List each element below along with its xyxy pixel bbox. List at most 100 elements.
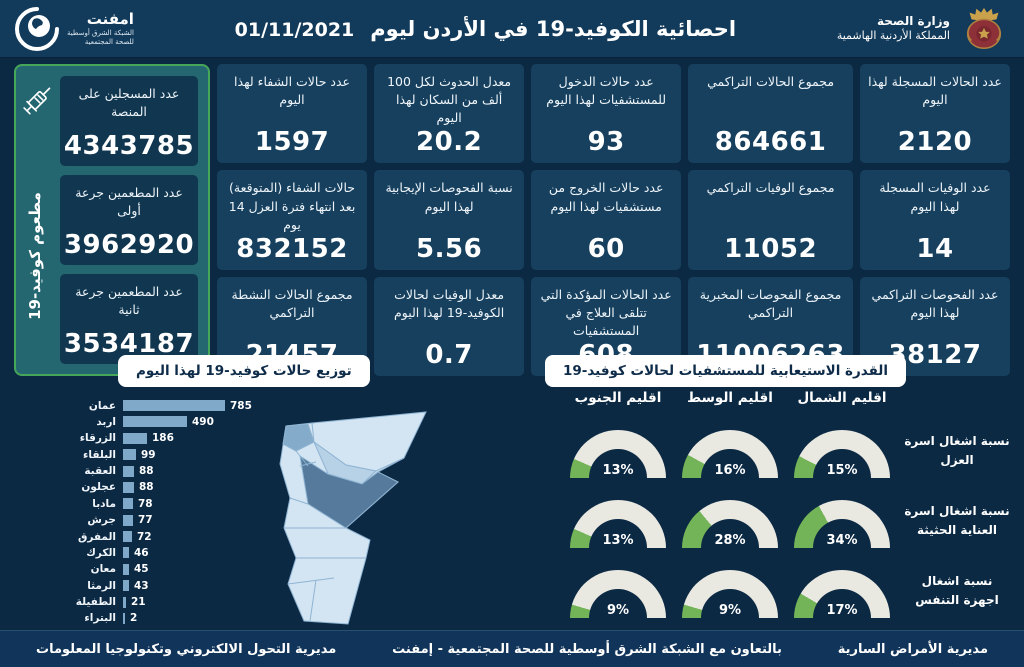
bar	[123, 514, 133, 526]
vaccine-side-label: مطعوم كوفيد-19	[26, 192, 44, 320]
region-header: اقليم الجنوب	[574, 390, 662, 406]
stat-card-label: مجموع الفحوصات المخبرية التراكمي	[699, 286, 842, 320]
bar	[123, 449, 136, 461]
bar-value: 46	[134, 546, 149, 559]
bar	[123, 465, 134, 477]
gauge-percent: 15%	[826, 463, 858, 478]
stat-card: معدل الحدوث لكل 100 ألف من السكان لهذا ا…	[374, 64, 525, 164]
gauge: 9%	[570, 570, 666, 618]
emphnet-globe-icon	[15, 6, 59, 51]
bar-row: معان 45	[56, 563, 266, 576]
gauge: 9%	[682, 570, 778, 618]
emphnet-line1: امفنت	[86, 9, 134, 28]
bar-value: 21	[131, 596, 146, 608]
bar-category-label: الكرك	[86, 546, 116, 559]
region-header: اقليم الوسط	[687, 390, 773, 406]
gauge: 34%	[794, 500, 890, 548]
stat-card-label: نسبة الفحوصات الإيجابية لهذا اليوم	[385, 180, 513, 214]
bar-category-label: معان	[90, 563, 116, 576]
stat-card-value: 60	[587, 233, 625, 264]
gauge-cell: 15%	[786, 416, 898, 486]
stat-card-label: عدد الوفيات المسجلة لهذا اليوم	[879, 180, 991, 214]
footer-center-label: بالتعاون مع الشبكة الشرق أوسطية للصحة ال…	[392, 641, 782, 657]
bar-row: العقبة 88	[56, 465, 266, 478]
emphnet-name: امفنت الشبكة الشرق أوسطية للصحة المجتمعي…	[67, 10, 134, 48]
bar-value: 186	[152, 432, 174, 445]
bar	[123, 531, 132, 542]
stat-card: نسبة الفحوصات الإيجابية لهذا اليوم 5.56	[374, 170, 525, 270]
bar-category-label: مادبا	[92, 497, 116, 510]
gauge-percent: 17%	[826, 603, 858, 618]
gauge-cell: 34%	[786, 486, 898, 556]
vaccine-card-label: عدد المسجلين على المنصة	[78, 86, 180, 120]
bar-value: 72	[137, 530, 152, 543]
emphnet-line2: الشبكة الشرق أوسطية	[67, 29, 134, 38]
gauge-percent: 13%	[602, 533, 634, 548]
vaccine-stat-card: عدد المطعمين جرعة ثانية 3534187	[60, 274, 198, 365]
stat-card: مجموع الوفيات التراكمي 11052	[688, 170, 853, 270]
gauge-cell: 9%	[562, 556, 674, 626]
stat-card: عدد حالات الشفاء لهذا اليوم 1597	[217, 64, 368, 164]
bar-category-label: اربد	[96, 415, 116, 428]
vaccine-card-label: عدد المطعمين جرعة ثانية	[75, 284, 183, 318]
map-region-irbid	[282, 423, 315, 452]
gauge-percent: 16%	[714, 463, 746, 478]
stat-card-value: 864661	[714, 127, 827, 158]
stat-card-label: عدد الحالات المؤكدة التي تتلقى العلاج في…	[540, 286, 672, 338]
region-header: اقليم الشمال	[797, 390, 887, 406]
vaccine-card-value: 3534187	[63, 329, 195, 360]
bar-category-label: البلقاء	[83, 448, 116, 461]
bar	[123, 612, 125, 624]
report-date: 01/11/2021	[234, 18, 355, 41]
gauge-cell: 13%	[562, 486, 674, 556]
bar	[123, 432, 147, 444]
bar-value: 88	[139, 465, 154, 477]
stat-card-label: عدد حالات الشفاء لهذا اليوم	[234, 74, 351, 108]
gauge-percent: 34%	[826, 533, 858, 548]
footer-left-label: مديرية التحول الالكتروني وتكنولوجيا المع…	[36, 641, 337, 657]
stat-card: حالات الشفاء (المتوقعة) بعد انتهاء فترة …	[217, 170, 368, 270]
vaccine-panel: مطعوم كوفيد-19 عدد المسجلين على المنصة 43…	[13, 64, 210, 377]
gauge: 13%	[570, 500, 666, 548]
gauge-percent: 13%	[602, 463, 634, 478]
distribution-section-title: توزيع حالات كوفيد-19 لهذا اليوم	[118, 355, 370, 387]
bar	[123, 547, 129, 559]
header: وزارة الصحة المملكة الأردنية الهاشمية اح…	[0, 0, 1024, 58]
stat-card-value: 2120	[897, 127, 973, 158]
footer: مديرية الأمراض السارية بالتعاون مع الشبك…	[0, 630, 1024, 667]
bar-value: 43	[134, 579, 149, 592]
bar-value: 45	[134, 563, 149, 576]
jordan-map	[250, 410, 432, 632]
bar	[123, 563, 129, 575]
bar-category-label: جرش	[87, 514, 116, 527]
ministry-logo-block: وزارة الصحة المملكة الأردنية الهاشمية	[837, 5, 1010, 53]
syringe-icon	[13, 76, 60, 123]
bar-row: الرمثا 43	[56, 579, 266, 592]
gauge: 15%	[794, 430, 890, 478]
page-title-wrap: احصائية الكوفيد-19 في الأردن ليوم 01/11/…	[134, 17, 837, 41]
gauge-percent: 9%	[606, 603, 630, 618]
bar-category-label: الرمثا	[87, 579, 116, 592]
bar-value: 88	[139, 481, 154, 494]
stat-card: عدد الوفيات المسجلة لهذا اليوم 14	[859, 170, 1010, 270]
stat-card-label: عدد حالات الدخول للمستشفيات لهذا اليوم	[546, 74, 667, 108]
stat-card-value: 14	[916, 233, 954, 264]
bar-value: 77	[138, 514, 153, 527]
bar-value: 99	[141, 448, 156, 461]
gauge-row-label: نسبة اشغال اجهزة التنفس	[915, 574, 999, 607]
bar-row: مادبا 78	[56, 497, 266, 510]
bar-row: الزرقاء 186	[56, 432, 266, 445]
bar-row: عمان 785	[56, 399, 266, 412]
bar-row: المفرق 72	[56, 530, 266, 543]
bar	[123, 580, 129, 592]
bar-category-label: الطفيلة	[75, 596, 116, 608]
ministry-name: وزارة الصحة المملكة الأردنية الهاشمية	[837, 13, 950, 44]
jordan-map-svg	[279, 411, 427, 625]
bar-category-label: المفرق	[77, 530, 116, 543]
stat-card-label: مجموع الحالات النشطة التراكمي	[231, 286, 353, 320]
bar-value: 785	[230, 399, 252, 412]
bar-category-label: العقبة	[84, 465, 116, 477]
ministry-line2: المملكة الأردنية الهاشمية	[836, 29, 950, 43]
jordan-coat-of-arms-icon	[966, 7, 1002, 49]
stats-grid: مطعوم كوفيد-19 عدد المسجلين على المنصة 43…	[14, 64, 1010, 377]
